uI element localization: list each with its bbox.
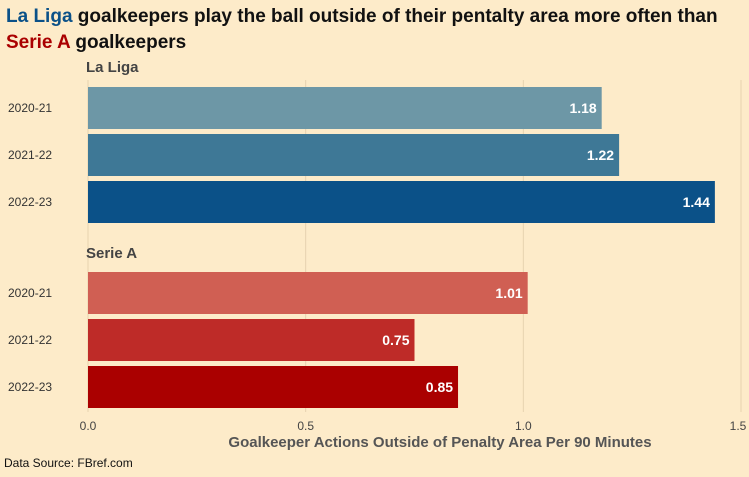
title-text-end: goalkeepers: [70, 32, 187, 53]
title-highlight-la-liga: La Liga: [6, 6, 73, 27]
title-text: goalkeepers play the ball outside of the…: [72, 6, 718, 27]
bar: [88, 134, 620, 176]
y-tick-label: 2022-23: [8, 195, 52, 209]
x-tick-label: 1.5: [730, 419, 747, 433]
bar: [88, 87, 602, 129]
bar-value-label: 1.18: [569, 100, 596, 116]
bar-value-label: 1.01: [495, 285, 522, 301]
bar-value-label: 1.22: [587, 147, 614, 163]
bar: [88, 181, 715, 223]
bar-value-label: 0.75: [382, 332, 409, 348]
panel-title: La Liga: [86, 59, 139, 76]
y-tick-label: 2022-23: [8, 380, 52, 394]
bar: [88, 319, 415, 361]
bar: [88, 272, 528, 314]
x-tick-label: 0.0: [80, 419, 97, 433]
panel-title: Serie A: [86, 245, 137, 262]
x-axis-title: Goalkeeper Actions Outside of Penalty Ar…: [228, 434, 651, 451]
bar-value-label: 0.85: [426, 379, 453, 395]
y-tick-label: 2021-22: [8, 333, 52, 347]
bar-value-label: 1.44: [683, 194, 710, 210]
y-tick-label: 2020-21: [8, 101, 52, 115]
chart-title: La Liga goalkeepers play the ball outsid…: [6, 4, 746, 56]
title-highlight-serie-a: Serie A: [6, 32, 71, 53]
bar: [88, 366, 459, 408]
data-source: Data Source: FBref.com: [4, 456, 133, 470]
y-tick-label: 2021-22: [8, 148, 52, 162]
y-tick-label: 2020-21: [8, 286, 52, 300]
x-tick-label: 0.5: [297, 419, 314, 433]
x-tick-label: 1.0: [515, 419, 532, 433]
